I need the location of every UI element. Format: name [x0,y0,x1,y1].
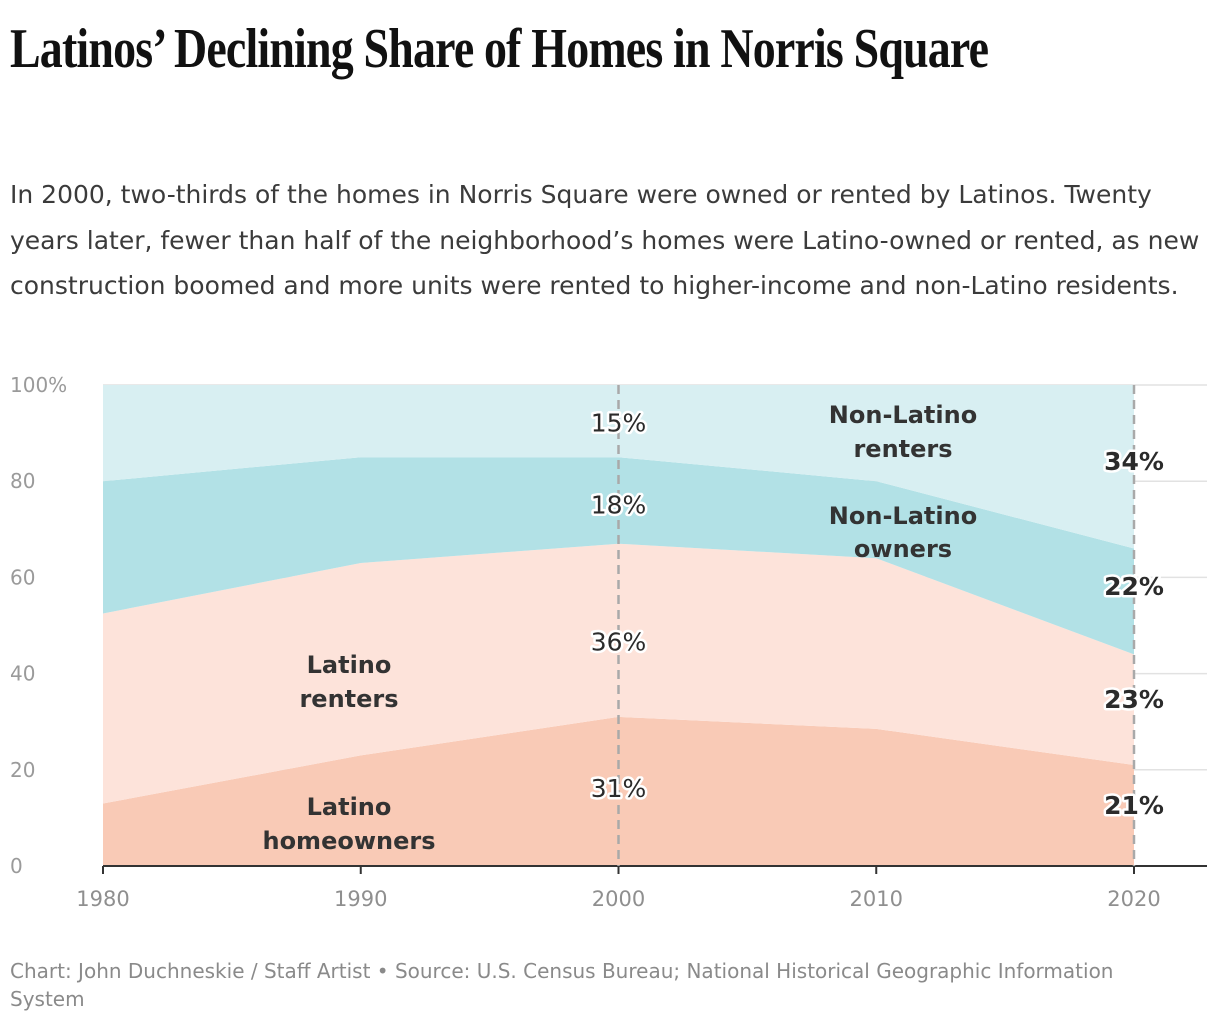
value-label-2000: 18% [591,490,647,519]
area-non-latino-owners [103,457,1134,655]
value-label-2020: 23% [1104,685,1164,714]
x-tick-label: 2000 [592,887,645,911]
area-non-latino-renters [103,385,1134,549]
y-tick-label: 20 [10,758,35,782]
value-label-2020: 22% [1104,572,1164,601]
axis-layer: 0 20 40 60 80 100% 1980 1990 2000 2010 2020 [10,373,1207,911]
series-label-non-latino-owners: owners [854,535,952,563]
series-label-latino-homeowners: homeowners [262,827,435,855]
y-tick-label: 0 [10,854,23,878]
y-tick-label: 100% [10,373,67,397]
y-tick-label: 40 [10,662,35,686]
label-layer: 31% 36% 18% 15% 21% 23% 22% 34% Latino homeowners… [262,401,1166,855]
series-label-latino-renters: renters [299,685,398,713]
value-label-2000: 15% [591,408,647,437]
chart-title: Latinos’ Declining Share of Homes in Nor… [10,18,989,80]
x-tick-label: 1990 [334,887,387,911]
source-credit: Chart: John Duchneskie / Staff Artist • … [10,959,1114,1011]
value-label-2000: 31% [591,774,647,803]
x-tick-label: 2020 [1107,887,1160,911]
marker-layer [617,385,1136,866]
y-tick-label: 60 [10,565,35,589]
x-tick-label: 2010 [850,887,903,911]
value-label-2020: 21% [1104,791,1164,820]
value-label-2020: 34% [1104,447,1164,476]
series-label-latino-renters: Latino [307,651,392,679]
series-label-non-latino-renters: Non-Latino [829,401,977,429]
stacked-area-chart: 0 20 40 60 80 100% 1980 1990 2000 2010 2020 31% 36%… [10,373,1207,911]
chart-subtitle: In 2000, two-thirds of the homes in Norr… [10,180,1200,300]
series-label-latino-homeowners: Latino [307,793,392,821]
series-label-non-latino-renters: renters [853,435,952,463]
x-tick-label: 1980 [76,887,129,911]
series-label-non-latino-owners: Non-Latino [829,502,977,530]
y-tick-label: 80 [10,469,35,493]
value-label-2000: 36% [591,627,647,656]
